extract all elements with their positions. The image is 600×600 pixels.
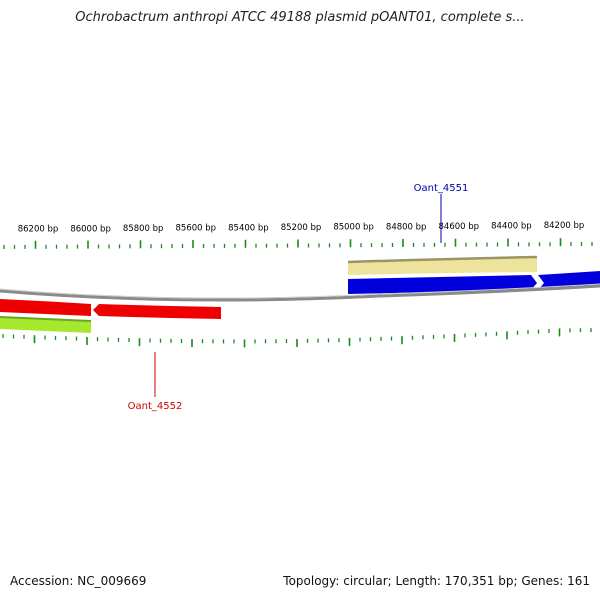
plasmid-backbone-highlight xyxy=(0,283,600,299)
position-tick-label: 85000 bp xyxy=(333,223,374,233)
gene-label-oant-4552[interactable]: Oant_4552 xyxy=(128,401,183,412)
position-tick-label: 86000 bp xyxy=(70,224,111,234)
position-tick-label: 85800 bp xyxy=(123,224,164,234)
position-tick-labels: 86200 bp 86000 bp 85800 bp 85600 bp 85400 bp… xyxy=(18,221,585,235)
reverse-gene-prev[interactable] xyxy=(0,299,91,316)
position-tick-label: 85600 bp xyxy=(176,224,217,234)
forward-feature-track xyxy=(347,255,538,275)
reverse-feature-track xyxy=(0,316,92,333)
gene-label-reverse: Oant_4552 xyxy=(128,352,183,412)
plasmid-backbone xyxy=(0,284,600,302)
map-title: Ochrobactrum anthropi ATCC 49188 plasmid… xyxy=(75,10,525,25)
position-tick-label: 84600 bp xyxy=(439,222,480,232)
accession-text: Accession: NC_009669 xyxy=(10,574,147,588)
gene-label-oant-4551[interactable]: Oant_4551 xyxy=(414,183,469,194)
position-ticks-lower xyxy=(2,328,592,348)
position-tick-label: 86200 bp xyxy=(18,225,59,235)
gene-label-forward: Oant_4551 xyxy=(414,183,469,243)
reverse-feature-edge xyxy=(0,316,92,322)
position-tick-label: 84400 bp xyxy=(491,222,532,232)
position-tick-label: 85400 bp xyxy=(228,223,269,233)
forward-feature-edge xyxy=(347,255,538,264)
topology-summary-text: Topology: circular; Length: 170,351 bp; … xyxy=(283,574,590,588)
position-tick-label: 85200 bp xyxy=(281,223,322,233)
position-tick-label: 84200 bp xyxy=(544,221,585,231)
position-tick-label: 84800 bp xyxy=(386,222,427,232)
reverse-gene-track xyxy=(0,299,221,319)
reverse-gene-oant-4552[interactable] xyxy=(93,304,221,319)
position-ticks-upper xyxy=(3,238,593,249)
